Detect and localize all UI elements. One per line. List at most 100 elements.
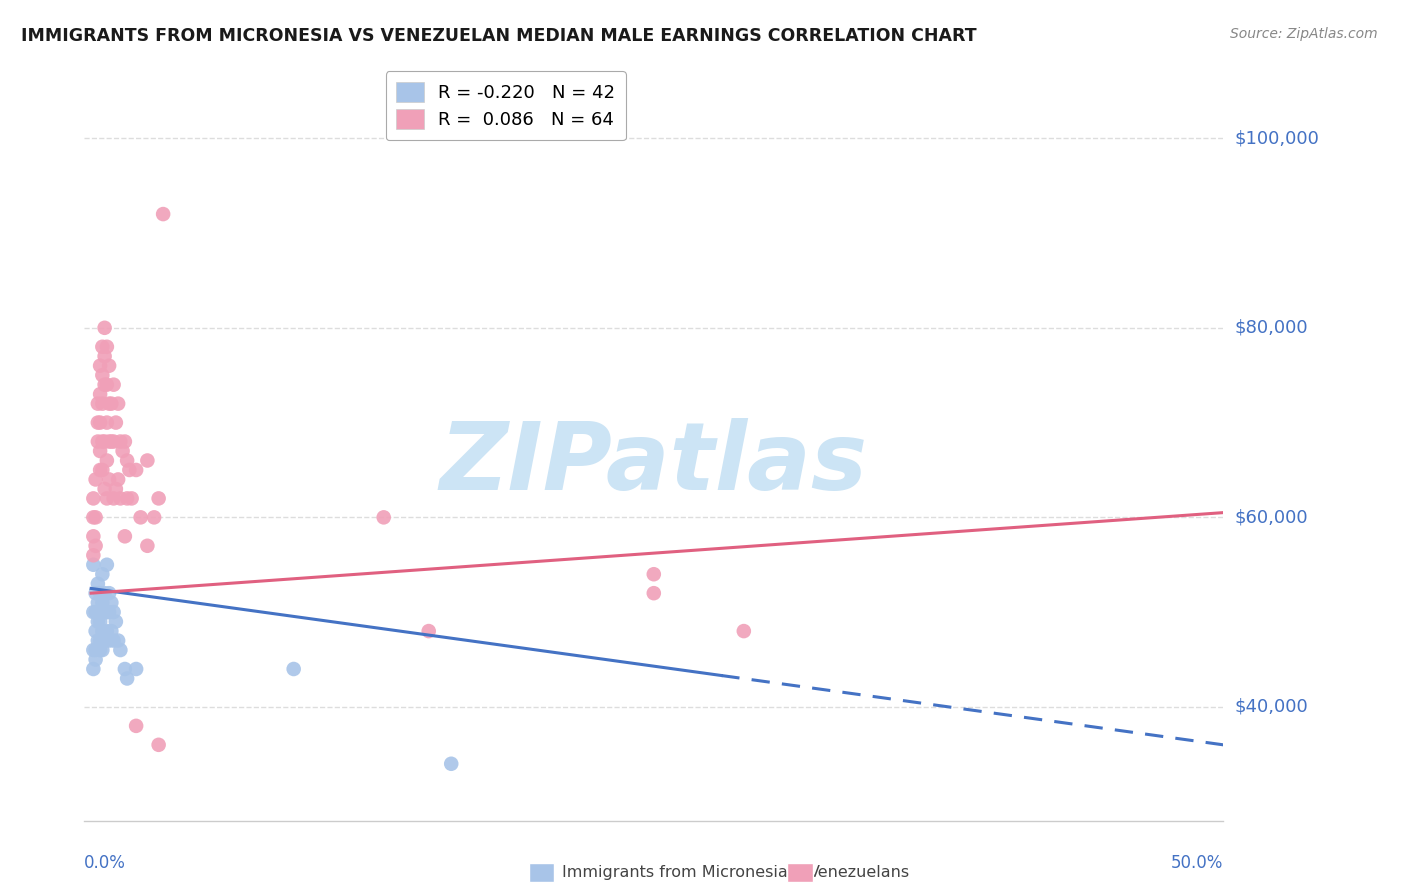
Point [87, 576, 110, 591]
Point [373, 510, 395, 524]
Point [103, 377, 125, 392]
Point [136, 453, 159, 467]
Point [100, 396, 122, 410]
Point [91, 368, 114, 383]
Point [91, 643, 114, 657]
Point [82, 548, 104, 563]
Point [82, 491, 104, 506]
Text: $80,000: $80,000 [1234, 318, 1308, 337]
Point [93, 633, 115, 648]
Point [98, 586, 121, 600]
Point [93, 482, 115, 496]
Point [93, 434, 115, 449]
Point [89, 416, 111, 430]
Point [103, 434, 125, 449]
Point [89, 633, 111, 648]
Legend: R = -0.220   N = 42, R =  0.086   N = 64: R = -0.220 N = 42, R = 0.086 N = 64 [385, 71, 626, 140]
Point [643, 567, 665, 582]
Point [114, 529, 136, 543]
Point [84, 473, 107, 487]
Text: $60,000: $60,000 [1234, 508, 1308, 526]
Point [89, 643, 111, 657]
Point [96, 624, 118, 639]
Point [107, 396, 129, 410]
Point [98, 633, 121, 648]
Point [87, 396, 110, 410]
Text: ZIPatlas: ZIPatlas [440, 418, 868, 510]
Point [100, 624, 122, 639]
Text: $100,000: $100,000 [1234, 129, 1319, 147]
Point [96, 340, 118, 354]
Point [82, 605, 104, 619]
Text: Source: ZipAtlas.com: Source: ZipAtlas.com [1230, 27, 1378, 41]
Point [733, 624, 755, 639]
Point [91, 596, 114, 610]
Point [87, 434, 110, 449]
Point [110, 434, 132, 449]
Point [93, 605, 115, 619]
Point [91, 567, 114, 582]
Point [104, 615, 127, 629]
Point [115, 453, 138, 467]
Point [114, 434, 136, 449]
Point [96, 377, 118, 392]
Point [118, 463, 141, 477]
Point [114, 662, 136, 676]
Point [96, 558, 118, 572]
Point [125, 719, 148, 733]
Point [110, 491, 132, 506]
Point [103, 633, 125, 648]
Point [148, 738, 170, 752]
Point [89, 615, 111, 629]
Point [115, 491, 138, 506]
Point [107, 473, 129, 487]
Point [93, 320, 115, 334]
Point [115, 672, 138, 686]
Point [125, 662, 148, 676]
Point [143, 510, 166, 524]
Point [418, 624, 440, 639]
Point [125, 463, 148, 477]
Point [96, 453, 118, 467]
Point [96, 491, 118, 506]
Point [129, 510, 152, 524]
Point [82, 558, 104, 572]
Point [98, 473, 121, 487]
Point [100, 596, 122, 610]
Point [103, 605, 125, 619]
Point [87, 416, 110, 430]
Point [98, 605, 121, 619]
Point [148, 491, 170, 506]
Text: Immigrants from Micronesia: Immigrants from Micronesia [562, 865, 789, 880]
Point [93, 586, 115, 600]
Point [84, 586, 107, 600]
Point [91, 463, 114, 477]
Point [82, 662, 104, 676]
Point [87, 596, 110, 610]
Point [440, 756, 463, 771]
Point [152, 207, 174, 221]
Point [104, 482, 127, 496]
Point [96, 416, 118, 430]
Point [98, 396, 121, 410]
Point [93, 377, 115, 392]
Point [89, 586, 111, 600]
Point [89, 463, 111, 477]
Point [104, 416, 127, 430]
Point [84, 605, 107, 619]
Text: Venezuelans: Venezuelans [808, 865, 910, 880]
Point [91, 434, 114, 449]
Point [87, 633, 110, 648]
Point [111, 444, 134, 458]
Point [283, 662, 305, 676]
Point [89, 444, 111, 458]
Point [82, 643, 104, 657]
Text: 0.0%: 0.0% [84, 854, 127, 871]
Point [91, 396, 114, 410]
Point [643, 586, 665, 600]
Point [96, 605, 118, 619]
Text: $40,000: $40,000 [1234, 698, 1308, 716]
Point [84, 510, 107, 524]
Point [84, 643, 107, 657]
Point [84, 652, 107, 666]
